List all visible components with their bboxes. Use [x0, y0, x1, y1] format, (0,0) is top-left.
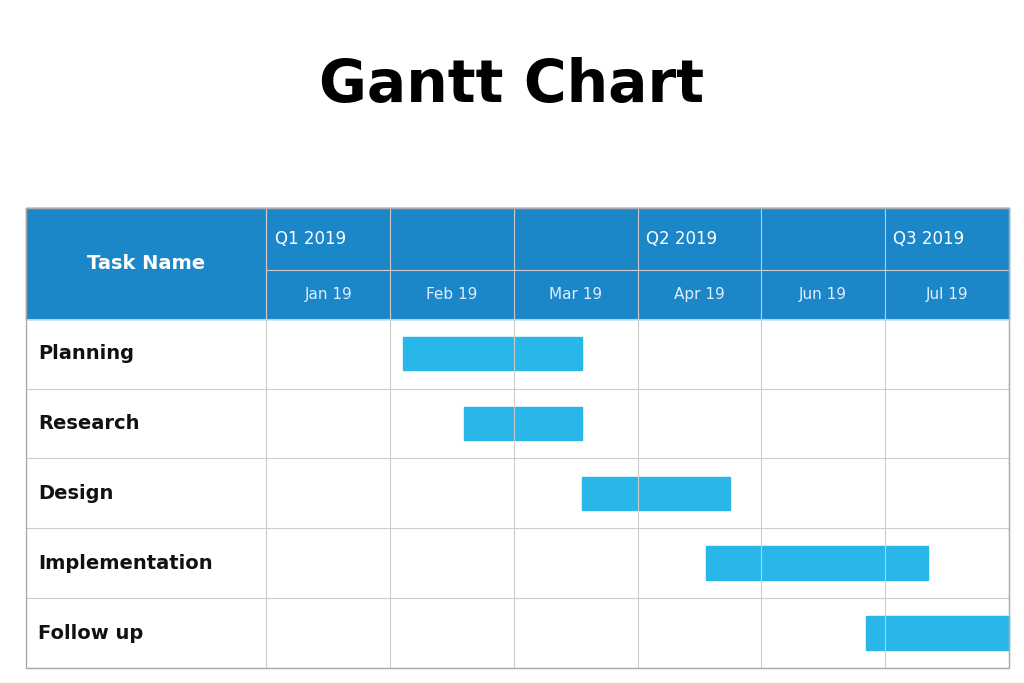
Bar: [26, 208, 1009, 668]
Bar: [26, 208, 266, 319]
Text: Planning: Planning: [38, 344, 134, 363]
Bar: [638, 270, 761, 319]
Bar: [402, 337, 582, 370]
Bar: [885, 270, 1009, 319]
Bar: [266, 270, 390, 319]
Text: Mar 19: Mar 19: [549, 287, 602, 302]
Bar: [26, 389, 1009, 458]
Bar: [885, 208, 1009, 270]
Text: Design: Design: [38, 484, 114, 503]
Bar: [866, 616, 1009, 650]
Text: Task Name: Task Name: [87, 254, 205, 273]
Text: Feb 19: Feb 19: [426, 287, 477, 302]
Bar: [582, 477, 730, 510]
Bar: [266, 208, 638, 270]
Text: Gantt Chart: Gantt Chart: [319, 57, 705, 114]
Text: Jun 19: Jun 19: [799, 287, 847, 302]
Bar: [390, 270, 514, 319]
Bar: [638, 208, 885, 270]
Text: Implementation: Implementation: [38, 554, 213, 572]
Bar: [464, 406, 582, 441]
Bar: [514, 270, 638, 319]
Bar: [706, 546, 928, 580]
Bar: [26, 528, 1009, 598]
Text: Follow up: Follow up: [38, 624, 143, 643]
Text: Jul 19: Jul 19: [926, 287, 968, 302]
Bar: [761, 270, 885, 319]
Text: Research: Research: [38, 414, 139, 433]
Text: Q2 2019: Q2 2019: [646, 230, 717, 249]
Text: Q1 2019: Q1 2019: [274, 230, 346, 249]
Text: Apr 19: Apr 19: [674, 287, 725, 302]
Bar: [26, 458, 1009, 528]
Bar: [26, 319, 1009, 389]
Bar: [26, 598, 1009, 668]
Text: Jan 19: Jan 19: [304, 287, 352, 302]
Text: Q3 2019: Q3 2019: [893, 230, 965, 249]
